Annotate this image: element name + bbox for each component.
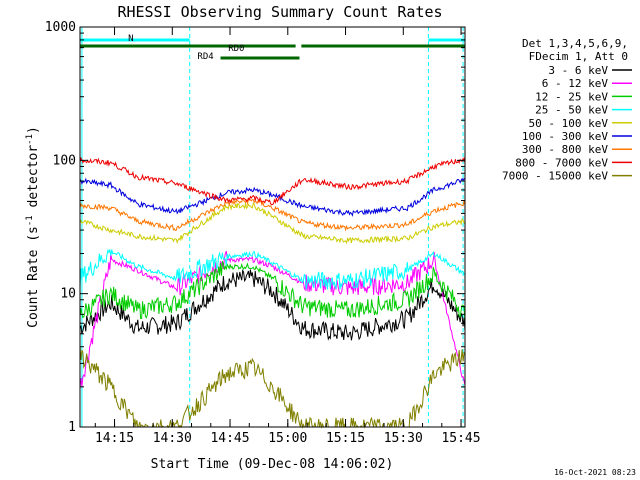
legend-label-5: 100 - 300 keV xyxy=(522,130,608,143)
chart-title: RHESSI Observing Summary Count Rates xyxy=(117,3,442,21)
series-line-3 xyxy=(79,248,466,290)
series-layer xyxy=(79,156,466,429)
y-axis-label: Count Rate (s-1 detector-1) xyxy=(25,126,41,328)
series-line-0 xyxy=(79,269,466,341)
x-tick-label-5: 15:30 xyxy=(384,431,423,446)
legend-label-7: 800 - 7000 keV xyxy=(515,156,608,169)
y-label-mid: detector xyxy=(26,145,41,216)
legend-label-1: 6 - 12 keV xyxy=(542,77,609,90)
y-label-main: Count Rate (s xyxy=(26,226,41,328)
rd4-label: RD4 xyxy=(197,52,213,62)
series-line-5 xyxy=(79,177,466,217)
legend-label-8: 7000 - 15000 keV xyxy=(502,170,608,183)
legend-label-0: 3 - 6 keV xyxy=(548,64,608,77)
x-tick-label-0: 14:15 xyxy=(95,431,134,446)
legend-label-3: 25 - 50 keV xyxy=(535,104,608,117)
y-label-sup1: -1 xyxy=(25,215,35,226)
y-label-end: ) xyxy=(26,126,41,134)
timestamp: 16-Oct-2021 08:23 xyxy=(554,468,636,477)
x-tick-label-4: 15:15 xyxy=(326,431,365,446)
axis-layer: 14:15 14:30 14:45 15:00 15:15 15:30 15:45 1 10 10… xyxy=(45,20,481,446)
x-tick-label-2: 14:45 xyxy=(210,431,249,446)
plot-frame xyxy=(79,26,466,428)
series-line-6 xyxy=(79,197,466,232)
y-label-sup2: -1 xyxy=(25,134,35,145)
y-tick-label-2: 100 xyxy=(53,153,76,168)
series-line-4 xyxy=(79,202,466,245)
rd0-label: RD0 xyxy=(228,44,244,54)
series-line-7 xyxy=(79,156,466,206)
n-label: N xyxy=(128,34,133,44)
series-line-2 xyxy=(79,261,466,323)
x-tick-label-1: 14:30 xyxy=(153,431,192,446)
annotation-layer: N RD0 RD4 xyxy=(128,34,244,62)
y-tick-label-0: 1 xyxy=(68,420,76,435)
legend: Det 1,3,4,5,6,9, FDecim 1, Att 0 3 - 6 k… xyxy=(502,37,632,183)
x-tick-label-3: 15:00 xyxy=(268,431,307,446)
y-tick-label-3: 1000 xyxy=(45,20,76,35)
legend-label-6: 300 - 800 keV xyxy=(522,143,608,156)
legend-header-line2: FDecim 1, Att 0 xyxy=(529,50,628,63)
legend-header-line1: Det 1,3,4,5,6,9, xyxy=(522,37,628,50)
x-axis-label: Start Time (09-Dec-08 14:06:02) xyxy=(151,457,394,472)
x-tick-label-6: 15:45 xyxy=(441,431,480,446)
legend-label-2: 12 - 25 keV xyxy=(535,90,608,103)
y-tick-label-1: 10 xyxy=(60,287,76,302)
legend-label-4: 50 - 100 keV xyxy=(529,117,609,130)
